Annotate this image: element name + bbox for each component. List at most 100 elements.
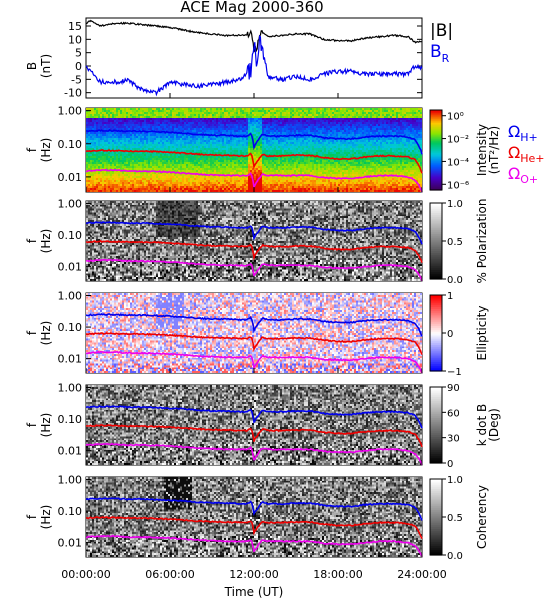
polarization-colorbar-step (430, 229, 442, 233)
legend-omega-o-sub: O+ (520, 173, 538, 186)
ellipticity-colorbar-step (430, 359, 442, 363)
kdotb-gyro-he-line (86, 424, 423, 448)
ellipticity-colorbar-step (430, 350, 442, 353)
intensity-colorbar-step (430, 112, 442, 115)
polarization-colorbar-step (430, 214, 442, 217)
polarization-colorbar-step (430, 252, 442, 255)
kdotb-colorbar-step (430, 438, 442, 441)
x-axis-label: Time (UT) (224, 585, 284, 599)
polarization-colorbar-step (430, 260, 442, 263)
kdotb-colorbar-step (430, 421, 442, 424)
ellipticity-colorbar-step (430, 329, 442, 332)
kdotb-cb-tick-label: 90 (447, 383, 460, 394)
polarization-colorbar-step (430, 248, 442, 252)
intensity-colorbar-step (430, 188, 442, 191)
coherency-y-tick-label: 1.00 (58, 473, 83, 486)
kdotb-colorbar-step (430, 440, 442, 443)
coherency-cb-label: Coherency (475, 485, 489, 549)
ellipticity-colorbar-step (430, 348, 442, 351)
intensity-colorbar-step (430, 162, 442, 165)
field-y-tick-label: 15 (68, 20, 82, 33)
coherency-colorbar-step (430, 484, 442, 488)
coherency-colorbar-step (430, 539, 442, 543)
intensity-colorbar-step (430, 132, 442, 135)
polarization-ylabel: f (25, 238, 39, 243)
intensity-colorbar-step (430, 118, 442, 121)
ellipticity-cb-tick-label: −1 (447, 367, 462, 378)
kdotb-cb-unit: (Deg) (487, 408, 501, 442)
field-y-tick-label: -5 (71, 73, 82, 86)
ellipticity-colorbar-step (430, 321, 442, 325)
coherency-colorbar-step (430, 501, 442, 505)
coherency-colorbar-step (430, 528, 442, 531)
br-series-line (85, 35, 423, 97)
polarization-colorbar-step (430, 267, 442, 271)
polarization-colorbar-step (430, 277, 442, 280)
polarization-colorbar-step (430, 242, 442, 246)
ellipticity-colorbar-step (430, 365, 442, 368)
ellipticity-colorbar-step (430, 353, 442, 357)
coherency-colorbar-step (430, 486, 442, 490)
intensity-colorbar-frame (429, 109, 443, 191)
ellipticity-colorbar-step (430, 317, 442, 321)
polarization-cb-tick-label: 0.5 (447, 237, 463, 248)
kdotb-colorbar-step (430, 461, 442, 464)
coherency-colorbar-step (430, 547, 442, 550)
kdotb-colorbar-step (430, 453, 442, 456)
kdotb-colorbar-step (430, 402, 442, 405)
intensity-colorbar-step (430, 124, 442, 127)
polarization-cb-tick-label: 0.0 (447, 275, 463, 286)
intensity-cb-tick-label: 10⁻⁴ (447, 157, 469, 168)
coherency-gyro-o-line (85, 534, 423, 557)
legend-omega-h-symbol: Ω (508, 122, 520, 141)
coherency-colorbar-step (430, 511, 442, 514)
kdotb-colorbar-step (430, 442, 442, 445)
polarization-colorbar-step (430, 210, 442, 214)
coherency-colorbar-step (430, 490, 442, 493)
intensity-colorbar-step (430, 120, 442, 123)
coherency-cb-tick-label: 1.0 (447, 475, 463, 486)
kdotb-colorbar-step (430, 428, 442, 432)
ellipticity-colorbar-step (430, 334, 442, 338)
legend-omega-o: ΩO+ (508, 164, 538, 186)
ellipticity-colorbar-step (430, 361, 442, 364)
ellipticity-colorbar-step (430, 344, 442, 347)
legend-br-sub: R (442, 52, 450, 65)
kdotb-colorbar-step (430, 455, 442, 458)
polarization-colorbar-step (430, 208, 442, 212)
intensity-colorbar-step (430, 180, 442, 183)
ellipticity-colorbar-step (430, 357, 442, 361)
kdotb-colorbar-step (430, 419, 442, 422)
polarization-colorbar-step (430, 254, 442, 257)
coherency-colorbar-step (430, 545, 442, 548)
field-y-tick-label: 0 (75, 60, 82, 73)
ellipticity-ylabel: f (25, 330, 39, 335)
intensity-colorbar-step (430, 114, 442, 117)
coherency-colorbar-step (430, 513, 442, 516)
intensity-cb-label: Intensity (475, 124, 489, 176)
intensity-colorbar-step (430, 172, 442, 175)
polarization-colorbar-step (430, 204, 442, 208)
coherency-colorbar-step (430, 549, 442, 552)
intensity-ylabel: f (25, 147, 39, 152)
field-y-tick-label: 5 (75, 47, 82, 60)
kdotb-colorbar-step (430, 432, 442, 436)
ellipticity-colorbar-step (430, 367, 442, 370)
polarization-colorbar-step (430, 235, 442, 238)
kdotb-colorbar-step (430, 451, 442, 455)
intensity-colorbar-step (430, 160, 442, 163)
kdotb-colorbar-step (430, 434, 442, 437)
ellipticity-cb-label: Ellipticity (475, 306, 489, 361)
polarization-colorbar-step (430, 231, 442, 234)
kdotb-y-tick-label: 0.01 (58, 445, 83, 458)
coherency-colorbar-step (430, 518, 442, 522)
coherency-colorbar-step (430, 541, 442, 545)
polarization-colorbar-step (430, 256, 442, 259)
intensity-colorbar-step (430, 176, 442, 179)
ellipticity-colorbar-step (430, 300, 442, 304)
kdotb-spectrogram-image (86, 385, 422, 465)
intensity-colorbar-step (430, 142, 442, 145)
legend-br: BR (430, 42, 450, 65)
gyro-legend: ΩH+ ΩHe+ ΩO+ (508, 122, 545, 186)
kdotb-cb-tick-label: 60 (447, 408, 460, 419)
